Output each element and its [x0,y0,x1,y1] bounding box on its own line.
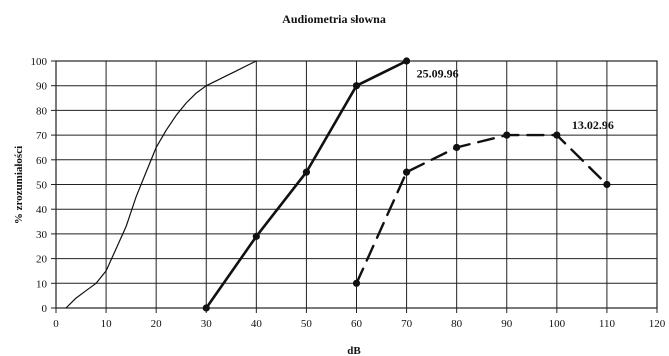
series-line-1 [65,60,257,309]
series-line-3 [355,133,609,285]
x-tick-label-90: 90 [501,318,513,330]
y-tick-label-30: 30 [36,229,48,241]
y-tick-label-100: 100 [31,56,48,68]
series-2-point-2 [252,232,260,240]
y-tick-label-80: 80 [36,105,48,117]
x-tick-label-20: 20 [151,318,163,330]
y-tick-label-0: 0 [42,303,48,315]
y-tick-label-40: 40 [36,204,48,216]
x-tick-label-70: 70 [401,318,413,330]
series-2-point-3 [302,168,311,176]
annotation-2: 13.02.96 [572,118,614,132]
y-tick-label-70: 70 [36,130,48,142]
series-3-point-5 [553,131,561,139]
x-axis-label: dB [347,345,361,356]
x-tick-label-110: 110 [599,318,616,330]
x-tick-label-60: 60 [351,318,363,330]
tick-layer: 0 10 20 30 40 50 60 70 80 90 100 110 120 0 10 20 30 40 50 6… [31,56,666,330]
x-tick-label-80: 80 [451,318,463,330]
y-tick-label-60: 60 [36,155,48,167]
y-axis-label: % zrozumiałości [13,146,25,224]
x-tick-label-0: 0 [53,318,59,330]
series-3-point-3 [453,143,461,152]
marker-layer [202,57,611,312]
series-3-point-1 [352,279,361,287]
series-2-point-5 [402,57,411,65]
annotation-1: 25.09.96 [417,66,459,80]
x-tick-label-30: 30 [201,318,213,330]
x-tick-label-40: 40 [251,318,263,330]
x-tick-label-50: 50 [301,318,313,330]
x-tick-label-120: 120 [649,318,666,330]
y-tick-label-50: 50 [36,180,48,192]
y-tick-label-10: 10 [36,278,48,290]
series-2-point-4 [352,82,361,90]
grid-layer [55,60,658,309]
x-tick-label-100: 100 [549,318,566,330]
chart-title: Audiometria słowna [282,12,386,26]
annotation-layer: 25.09.96 13.02.96 [417,66,614,132]
y-tick-label-90: 90 [36,81,48,93]
y-tick-label-20: 20 [36,254,48,266]
series-3-point-6 [603,180,611,189]
series-3-point-4 [503,131,511,139]
series-3-point-2 [402,168,411,176]
x-tick-label-10: 10 [101,318,113,330]
